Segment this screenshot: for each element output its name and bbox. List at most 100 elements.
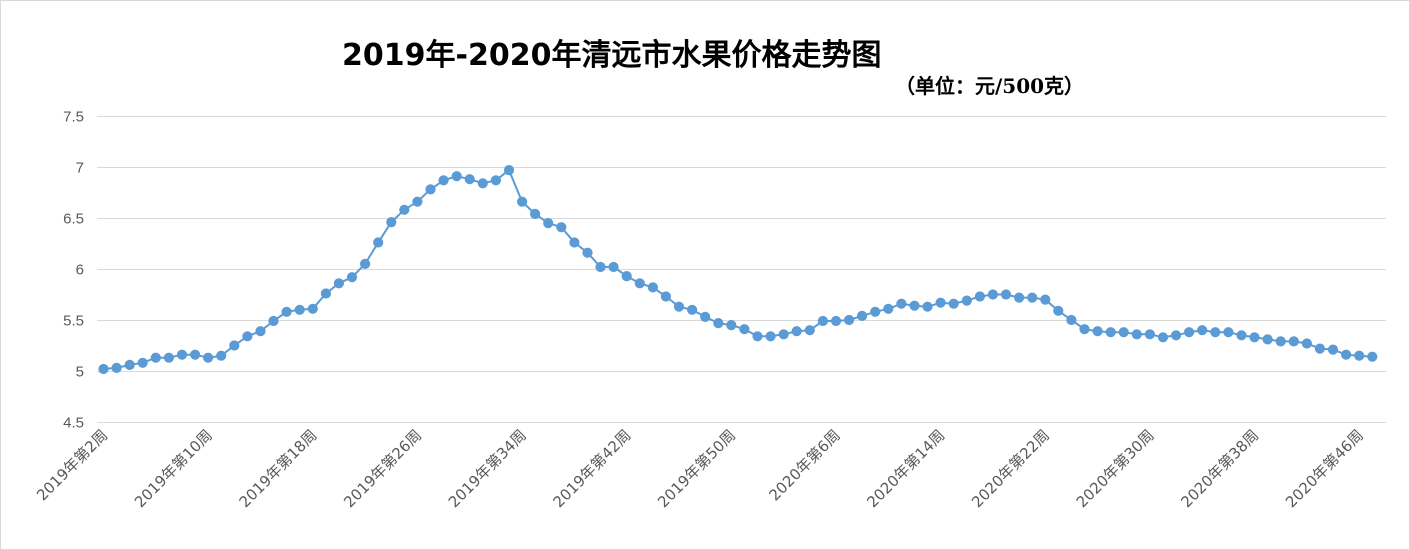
data-point — [477, 178, 488, 189]
data-point — [1066, 314, 1077, 326]
data-point — [1118, 327, 1129, 338]
data-point — [137, 357, 148, 368]
data-point — [242, 331, 253, 342]
data-point — [373, 237, 384, 248]
x-tick-label: 2019年第2周 — [33, 426, 111, 504]
data-point — [111, 362, 122, 373]
data-point — [844, 314, 855, 326]
data-point — [216, 350, 227, 361]
data-point — [660, 291, 672, 302]
data-point — [464, 174, 475, 185]
data-point — [503, 165, 515, 176]
data-point — [673, 301, 685, 312]
data-point — [883, 303, 894, 314]
data-point — [425, 184, 436, 195]
data-point — [268, 315, 279, 327]
x-tick-label: 2019年第10周 — [131, 426, 216, 511]
data-point — [176, 349, 188, 360]
x-tick-label: 2020年第14周 — [863, 426, 948, 511]
data-point — [333, 278, 344, 289]
data-point — [830, 315, 842, 327]
data-point — [150, 352, 161, 363]
data-point — [870, 306, 881, 317]
data-point — [935, 297, 946, 308]
data-point — [203, 352, 214, 363]
data-point — [1301, 338, 1313, 349]
data-point — [438, 175, 449, 186]
x-tick-label: 2019年第42周 — [549, 426, 634, 511]
data-point — [530, 208, 541, 219]
data-point — [1000, 289, 1012, 300]
data-point — [595, 261, 606, 273]
data-point — [1341, 349, 1352, 360]
data-point — [987, 289, 999, 300]
data-point — [1171, 330, 1182, 341]
data-point — [320, 288, 331, 299]
x-tick-label: 2020年第22周 — [968, 426, 1053, 511]
y-tick-label: 6 — [76, 262, 84, 279]
data-point — [281, 306, 292, 317]
unit-note: （单位：元/500克） — [895, 74, 1085, 98]
data-point — [909, 300, 920, 311]
data-point — [948, 298, 959, 309]
data-point — [791, 326, 802, 337]
data-point — [1249, 332, 1260, 343]
data-point — [386, 217, 397, 228]
chart-title: 2019年-2020年清远市水果价格走势图 — [342, 38, 882, 73]
y-tick-label: 5.5 — [63, 313, 84, 330]
y-tick-label: 4.5 — [63, 415, 84, 432]
data-point — [399, 204, 410, 215]
y-tick-label: 7.5 — [63, 109, 84, 126]
data-point — [490, 175, 501, 186]
y-tick-label: 6.5 — [63, 211, 84, 228]
data-point — [922, 301, 933, 312]
data-point — [1275, 336, 1286, 347]
data-point — [1157, 332, 1169, 343]
x-tick-label: 2020年第38周 — [1177, 426, 1262, 511]
data-point — [1014, 292, 1025, 303]
data-point — [974, 291, 986, 302]
x-tick-label: 2020年第6周 — [766, 426, 844, 504]
x-tick-label: 2019年第18周 — [236, 426, 321, 511]
data-point — [608, 261, 619, 273]
data-point — [1314, 343, 1326, 354]
data-point — [346, 272, 358, 283]
data-point — [98, 363, 109, 375]
data-point — [752, 331, 763, 342]
data-point — [1236, 330, 1247, 341]
y-tick-label: 5 — [76, 364, 84, 381]
data-point — [857, 310, 868, 321]
x-tick-label: 2020年第46周 — [1282, 426, 1367, 511]
data-point — [778, 329, 789, 340]
data-point — [1327, 344, 1339, 355]
x-tick-label: 2019年第50周 — [654, 426, 739, 511]
data-point — [294, 304, 305, 315]
data-point — [307, 303, 318, 314]
data-point — [556, 222, 567, 233]
data-point — [1210, 327, 1221, 338]
data-point — [634, 278, 645, 289]
data-point — [190, 349, 201, 360]
data-point — [961, 295, 972, 306]
data-point — [647, 282, 659, 293]
data-point — [896, 298, 907, 309]
data-point — [804, 325, 815, 336]
data-point — [1105, 327, 1116, 338]
data-point — [1288, 336, 1299, 347]
y-tick-label: 7 — [76, 160, 84, 177]
data-point — [451, 171, 462, 182]
data-point — [1079, 324, 1090, 335]
data-point — [687, 304, 698, 315]
data-point — [229, 340, 240, 351]
data-point — [412, 196, 423, 207]
data-point — [517, 196, 528, 207]
data-point — [163, 352, 174, 363]
x-tick-label: 2020年第30周 — [1073, 426, 1158, 511]
data-point — [1223, 327, 1234, 338]
data-point — [1184, 327, 1195, 338]
data-point — [124, 359, 135, 370]
data-point — [255, 326, 266, 337]
data-point — [1354, 350, 1365, 361]
